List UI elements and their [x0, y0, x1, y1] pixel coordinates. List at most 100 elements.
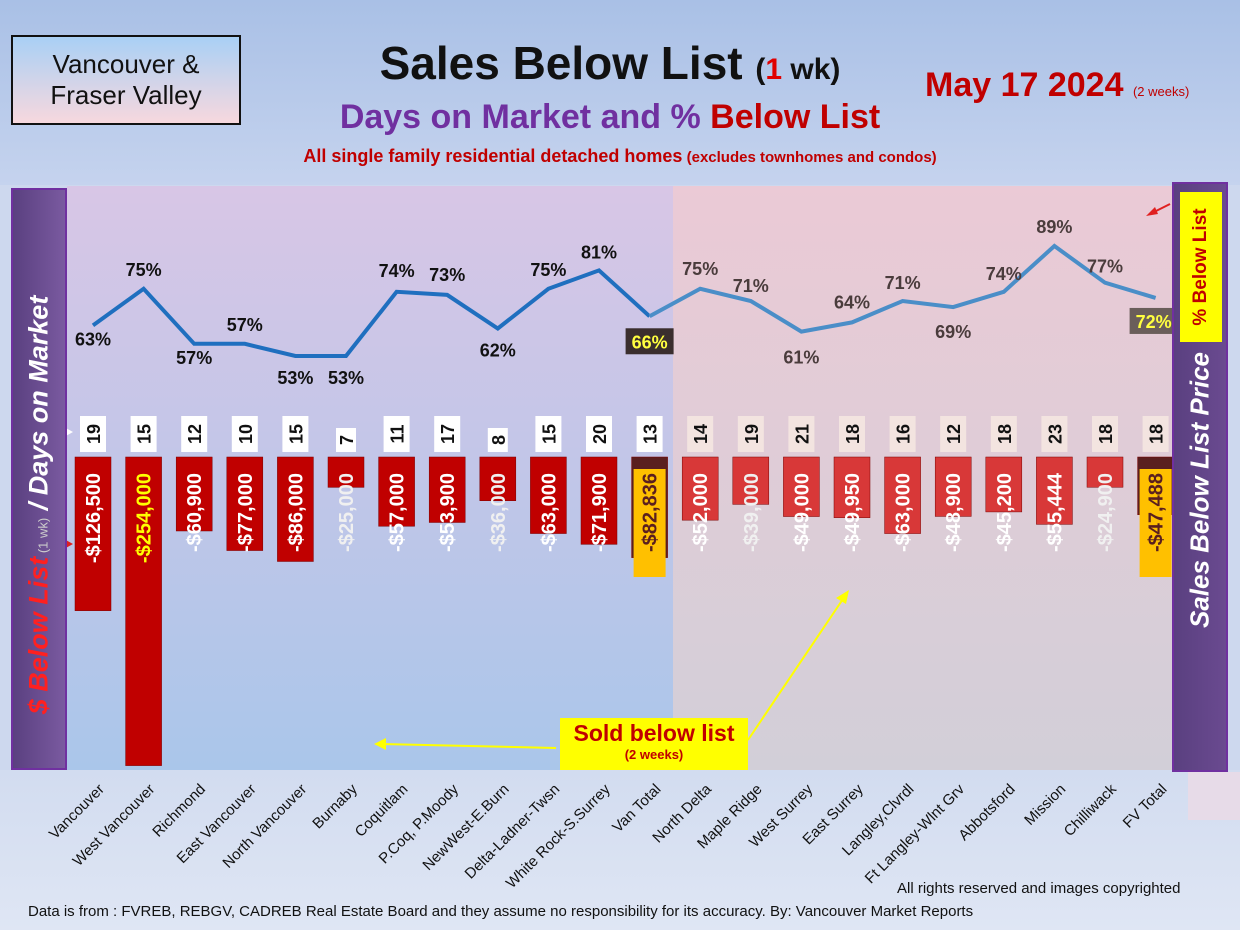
bar-value-label-0: -$126,500	[83, 473, 105, 563]
right-axis-label: Sales Below List Price	[1184, 351, 1215, 629]
dom-label-3: 10	[236, 424, 256, 444]
dom-label-21: 18	[1147, 424, 1167, 444]
pct-label-8: 62%	[480, 341, 516, 361]
callout-line1: Sold below list	[573, 720, 735, 746]
dom-label-bg-9	[535, 416, 562, 452]
bar-value-label-14: -$49,000	[791, 473, 813, 552]
pct-label-16: 71%	[885, 273, 921, 293]
category-label-20: Chilliwack	[1061, 780, 1121, 840]
bar-label-bg-11	[633, 469, 666, 577]
dom-label-12: 14	[691, 424, 711, 444]
dom-label-bg-0	[80, 416, 106, 452]
pct-label-bg-21	[1129, 307, 1178, 334]
footer-background	[0, 770, 1240, 930]
bar-8	[479, 456, 517, 501]
bar-18	[985, 456, 1023, 513]
bar-6	[378, 456, 415, 527]
copyright-note: All rights reserved and images copyright…	[897, 880, 1181, 897]
bar-value-label-11: -$82,836	[640, 473, 662, 552]
chart-note: All single family residential detached h…	[303, 146, 937, 166]
bar-value-label-13: -$39,000	[741, 473, 763, 552]
pct-label-15: 64%	[834, 292, 870, 312]
dom-label-14: 21	[792, 424, 812, 444]
dom-label-bg-19	[1041, 416, 1068, 452]
logo-line1: Vancouver &	[52, 48, 200, 79]
pct-label-14: 61%	[783, 348, 819, 368]
report-date: May 17 2024 (2 weeks)	[925, 66, 1190, 104]
dom-label-bg-14	[788, 416, 815, 452]
category-label-19: Mission	[1021, 781, 1069, 829]
bar-value-label-17: -$48,900	[943, 473, 965, 552]
bar-1	[125, 456, 162, 766]
callout-arrow-right	[747, 595, 846, 741]
bar-10	[580, 456, 618, 545]
left-axis-label: $ Below List (1 wk) / Days on Market	[23, 295, 54, 715]
pct-label-12: 75%	[682, 259, 718, 279]
title-main: Sales Below List	[379, 37, 743, 89]
dom-label-bg-2	[181, 416, 208, 452]
bar-16	[884, 456, 921, 534]
logo-line2: Fraser Valley	[50, 80, 202, 110]
pct-axis-pointer-arrow-head	[1146, 207, 1158, 216]
bar-3	[226, 456, 264, 551]
pct-label-19: 89%	[1036, 217, 1072, 237]
plot-area-vancouver	[67, 186, 673, 770]
bar-value-label-5: -$25,000	[336, 473, 358, 552]
dom-label-2: 12	[185, 424, 205, 444]
data-source-note: Data is from : FVREB, REBGV, CADREB Real…	[28, 903, 974, 920]
pct-label-20: 77%	[1087, 257, 1123, 277]
chart-subtitle: Days on Market and % Below List	[339, 98, 881, 136]
dom-label-5: 7	[337, 435, 357, 445]
pct-line-fraser-valley	[648, 243, 1157, 334]
bar-17	[934, 456, 972, 517]
dom-label-1: 15	[135, 424, 155, 444]
dom-label-bg-3	[231, 416, 258, 452]
bar-label-bg-21	[1139, 469, 1172, 577]
category-label-21: FV Total	[1120, 781, 1171, 832]
bar-value-label-2: -$60,900	[184, 473, 206, 552]
bar-19	[1036, 456, 1073, 525]
dom-label-17: 12	[944, 424, 964, 444]
pct-label-1: 75%	[126, 260, 162, 280]
bar-0	[74, 456, 112, 611]
bar-value-label-18: -$45,200	[994, 473, 1016, 552]
dom-label-bg-12	[687, 416, 714, 452]
dom-label-bg-17	[940, 416, 967, 452]
dom-label-9: 15	[539, 424, 559, 444]
bar-4	[277, 456, 314, 562]
dom-label-bg-15	[839, 416, 865, 452]
category-label-8: NewWest-E.Burn	[419, 781, 512, 874]
bar-9	[530, 456, 567, 534]
chart-title: Sales Below List (1 wk)	[300, 36, 920, 90]
pct-label-4: 53%	[277, 368, 313, 388]
dom-label-4: 15	[286, 424, 306, 444]
bar-value-label-19: -$55,444	[1044, 472, 1066, 552]
category-label-9: Delta-Ladner-Twsn	[462, 781, 564, 883]
pct-label-10: 81%	[581, 242, 617, 262]
right-decorative-strip	[1188, 772, 1240, 820]
category-label-17: Ft Langley-Wlnt Grv	[862, 780, 969, 887]
pct-label-6: 74%	[379, 261, 415, 281]
pct-label-bg-11	[625, 328, 674, 355]
dom-label-16: 16	[894, 424, 914, 444]
bar-value-label-12: -$52,000	[690, 473, 712, 552]
bar-13	[732, 456, 770, 505]
dom-label-6: 11	[388, 424, 408, 443]
dom-label-11: 13	[641, 424, 661, 444]
pct-below-list-legend: % Below List	[1180, 192, 1222, 342]
pct-label-11: 66%	[632, 332, 668, 352]
bar-value-label-21: -$47,488	[1146, 473, 1168, 552]
bar-15	[833, 456, 871, 518]
dom-label-bg-16	[889, 416, 916, 452]
title-paren: (1 wk)	[755, 53, 841, 86]
pct-label-18: 74%	[986, 264, 1022, 284]
dom-label-18: 18	[995, 424, 1015, 444]
bar-14	[783, 456, 820, 517]
date-note: (2 weeks)	[1132, 84, 1190, 99]
dom-label-0: 19	[84, 424, 104, 444]
dom-label-bg-4	[282, 416, 309, 452]
callout-arrow-right-head	[836, 590, 849, 604]
callout-arrow-left	[379, 743, 557, 749]
pct-label-21: 72%	[1136, 312, 1172, 332]
